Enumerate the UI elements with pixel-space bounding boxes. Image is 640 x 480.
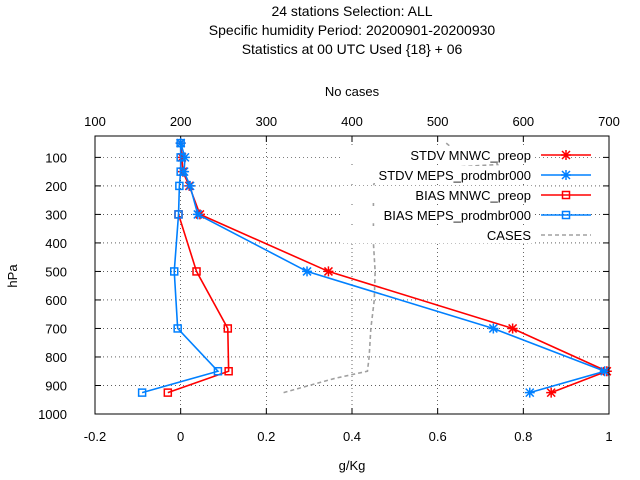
legend-bg-1 (340, 146, 532, 163)
y-tick-label: 400 (45, 236, 67, 251)
legend-marker-1 (561, 150, 571, 160)
series-point-4 (176, 153, 185, 162)
series-point-4 (173, 324, 182, 333)
title-line-3: Statistics at 00 UTC Used {18} + 06 (242, 41, 463, 57)
title-line-1: 24 stations Selection: ALL (271, 3, 432, 19)
legend-label-4: BIAS MEPS_prodmbr000 (384, 208, 531, 223)
y-tick-label: 900 (45, 378, 67, 393)
legend-label-5: CASES (487, 228, 531, 243)
series-layer (137, 138, 612, 398)
x2-tick-label: 400 (341, 114, 363, 129)
series-point-4 (176, 167, 185, 176)
series-point-3 (163, 388, 173, 397)
y-tick-label: 1000 (38, 407, 67, 422)
x-tick-label: -0.2 (84, 429, 106, 444)
series-point-4 (176, 138, 185, 148)
series-4 (137, 138, 223, 397)
x2-axis-label: No cases (325, 84, 380, 99)
legend-bg-3 (340, 186, 532, 203)
y-tick-label: 600 (45, 293, 67, 308)
series-point-4 (169, 267, 179, 276)
series-point-4 (174, 210, 183, 219)
x2-tick-label: 500 (427, 114, 449, 129)
series-point-3 (223, 324, 233, 333)
legend-bg-4 (340, 206, 532, 223)
legend-marker-2 (561, 170, 571, 180)
series-point-2 (488, 323, 499, 334)
series-point-2 (192, 209, 203, 220)
series-point-1 (507, 323, 518, 334)
series-point-1 (323, 266, 334, 277)
y-tick-label: 700 (45, 321, 67, 336)
grid (94, 136, 610, 415)
x-tick-label: 1 (605, 429, 612, 444)
legend: STDV MNWC_preop STDV MEPS_prodmbr000 BIAS … (340, 146, 591, 243)
series-point-4 (175, 181, 184, 191)
y-tick-label: 500 (45, 264, 67, 279)
legend-bg-2 (340, 166, 532, 183)
series-line-5 (283, 142, 499, 394)
x2-tick-label: 200 (170, 114, 192, 129)
y-tick-label: 300 (45, 207, 67, 222)
legend-label-2: STDV MEPS_prodmbr000 (379, 168, 531, 183)
series-point-2 (179, 152, 190, 163)
legend-marker-3 (561, 190, 571, 200)
y-tick-label: 800 (45, 350, 67, 365)
series-5 (283, 142, 499, 394)
x2-tick-label: 600 (512, 114, 534, 129)
x-tick-label: 0 (177, 429, 184, 444)
legend-label-1: STDV MNWC_preop (410, 148, 531, 163)
title-line-2: Specific humidity Period: 20200901-20200… (209, 22, 496, 38)
series-point-3 (192, 267, 201, 276)
y-tick-label: 100 (45, 150, 67, 165)
series-point-2 (175, 138, 186, 149)
x-tick-label: 0.6 (429, 429, 447, 444)
x2-tick-label: 100 (84, 114, 106, 129)
legend-marker-4 (561, 210, 571, 220)
series-point-2 (302, 266, 313, 277)
x-tick-label: 0.4 (343, 429, 361, 444)
plot-frame (94, 135, 610, 415)
series-point-4 (137, 388, 147, 397)
legend-label-3: BIAS MNWC_preop (415, 188, 531, 203)
y-tick-label: 200 (45, 179, 67, 194)
x-axis-label: g/Kg (339, 458, 366, 473)
x-tick-label: 0.2 (257, 429, 275, 444)
x2-tick-label: 300 (255, 114, 277, 129)
series-point-2 (524, 387, 535, 398)
series-line-4 (141, 143, 220, 394)
x2-tick-label: 700 (598, 114, 620, 129)
legend-bg-5 (340, 226, 532, 243)
series-point-2 (599, 366, 610, 377)
tick-labels: -0.2 0 0.2 0.4 0.6 0.8 1 100 200 300 400 500 600 700 1… (38, 114, 620, 444)
series-point-2 (185, 180, 196, 191)
x-tick-label: 0.8 (514, 429, 532, 444)
y-axis-label: hPa (5, 264, 20, 288)
chart-title: 24 stations Selection: ALL Specific humi… (209, 3, 496, 57)
series-point-3 (224, 366, 233, 376)
series-point-4 (213, 366, 223, 376)
series-point-1 (546, 387, 557, 398)
series-line-3 (167, 214, 230, 394)
